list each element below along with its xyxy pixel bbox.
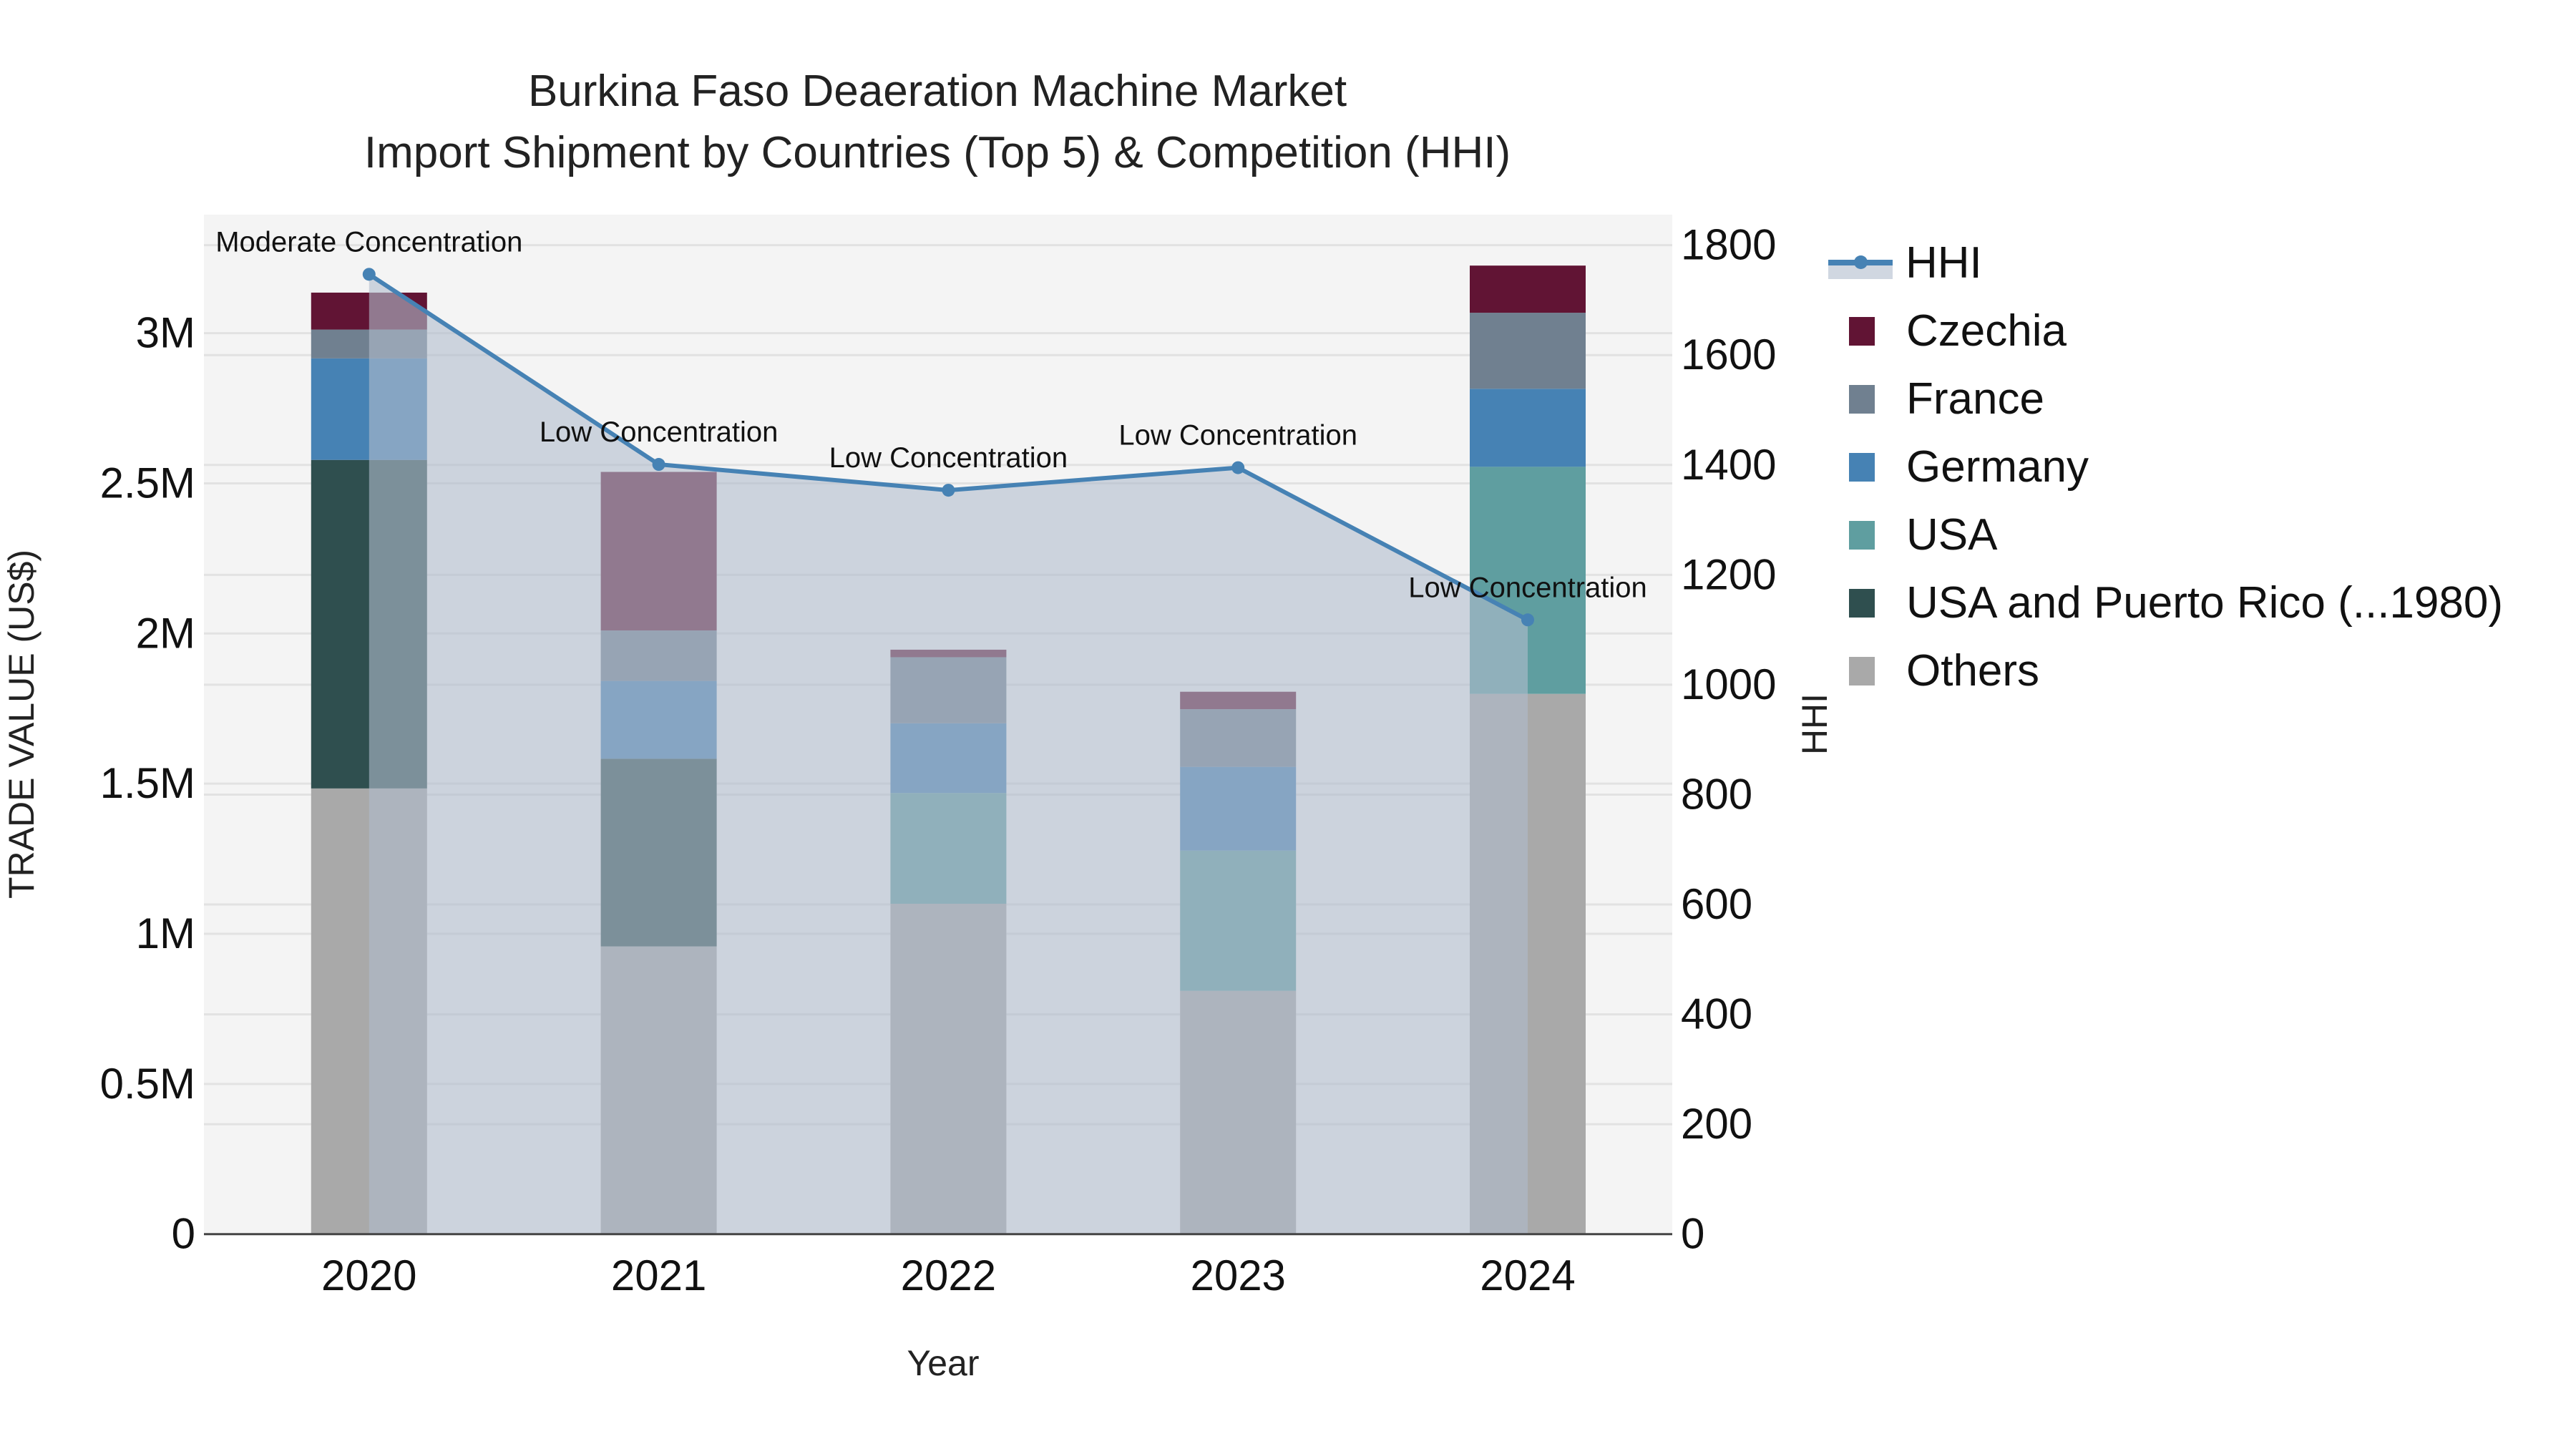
- legend-item-france[interactable]: France: [1828, 365, 2044, 433]
- hhi-annotation: Low Concentration: [829, 442, 1068, 474]
- bar-segment: [1470, 313, 1586, 389]
- bar-segment: [1470, 389, 1586, 467]
- legend-line-icon: [1828, 248, 1893, 279]
- x-tick: 2022: [901, 1252, 996, 1299]
- y-right-tick: 1200: [1681, 550, 1776, 598]
- y-left-tick-labels: 0 0.5M 1M 1.5M 2M 2.5M 3M: [100, 309, 195, 1258]
- legend-label: Germany: [1906, 442, 2089, 492]
- hhi-annotation: Moderate Concentration: [215, 226, 522, 258]
- y-right-tick: 1600: [1681, 331, 1776, 379]
- y-right-tick: 1000: [1681, 660, 1776, 708]
- x-tick: 2020: [321, 1252, 416, 1299]
- x-axis-title: Year: [907, 1343, 979, 1383]
- legend-swatch-icon: [1849, 520, 1875, 550]
- hhi-point: [1521, 613, 1534, 627]
- y-right-tick: 200: [1681, 1100, 1752, 1148]
- legend-item-czechia[interactable]: Czechia: [1828, 297, 2067, 365]
- legend-swatch-icon: [1849, 316, 1875, 346]
- hhi-point: [652, 458, 665, 472]
- legend-item-germany[interactable]: Germany: [1828, 433, 2089, 501]
- y-left-axis-title: TRADE VALUE (US$): [1, 550, 42, 899]
- hhi-point: [362, 268, 376, 281]
- legend-label: USA: [1906, 510, 1998, 560]
- y-right-tick: 1800: [1681, 221, 1776, 269]
- legend-label: France: [1906, 374, 2044, 424]
- legend-swatch-icon: [1849, 384, 1875, 414]
- legend-item-usa[interactable]: USA: [1828, 501, 1997, 569]
- chart-subtitle: Import Shipment by Countries (Top 5) & C…: [364, 128, 1511, 177]
- hhi-annotation: Low Concentration: [1408, 572, 1647, 603]
- hhi-annotation: Low Concentration: [540, 416, 779, 448]
- legend-item-usa-and-puerto-rico-1980[interactable]: USA and Puerto Rico (...1980): [1828, 569, 2503, 637]
- legend-label: Czechia: [1906, 306, 2067, 356]
- y-left-tick: 2M: [136, 609, 195, 657]
- hhi-annotation: Low Concentration: [1118, 420, 1357, 452]
- y-right-tick: 0: [1681, 1210, 1704, 1258]
- hhi-point: [942, 484, 955, 497]
- y-right-tick: 1400: [1681, 441, 1776, 489]
- hhi-area-fill: [369, 274, 1528, 1234]
- y-right-tick: 400: [1681, 990, 1752, 1038]
- bar-segment: [1470, 265, 1586, 313]
- hhi-annotations: Moderate Concentration Low Concentration L…: [215, 226, 1647, 603]
- x-tick-labels: 2020 2021 2022 2023 2024: [321, 1252, 1576, 1299]
- legend-label: HHI: [1906, 238, 1982, 288]
- y-right-tick: 800: [1681, 770, 1752, 818]
- y-right-tick-labels: 0 200 400 600 800 1000 1200 1400 1600 1800: [1681, 221, 1776, 1258]
- x-tick: 2023: [1190, 1252, 1285, 1299]
- legend-swatch-icon: [1849, 452, 1875, 482]
- hhi-line: [362, 268, 1534, 627]
- legend-swatch-icon: [1849, 588, 1875, 618]
- legend-label: Others: [1906, 646, 2040, 696]
- y-left-tick: 0: [172, 1210, 195, 1258]
- legend-label: USA and Puerto Rico (...1980): [1906, 578, 2504, 628]
- y-left-tick: 1M: [136, 909, 195, 957]
- x-tick: 2021: [611, 1252, 706, 1299]
- y-left-tick: 1.5M: [100, 759, 195, 807]
- y-left-tick: 2.5M: [100, 459, 195, 507]
- hhi-point: [1231, 461, 1245, 474]
- x-tick: 2024: [1480, 1252, 1575, 1299]
- y-right-axis-title: HHI: [1795, 693, 1835, 755]
- legend-item-others[interactable]: Others: [1828, 637, 2039, 705]
- hhi-area: [369, 274, 1528, 1234]
- y-right-tick: 600: [1681, 880, 1752, 928]
- y-left-tick: 0.5M: [100, 1060, 195, 1108]
- chart-title: Burkina Faso Deaeration Machine Market: [527, 67, 1347, 116]
- y-left-tick: 3M: [136, 309, 195, 357]
- legend-item-hhi[interactable]: HHI: [1828, 229, 1982, 297]
- legend-swatch-icon: [1849, 656, 1875, 686]
